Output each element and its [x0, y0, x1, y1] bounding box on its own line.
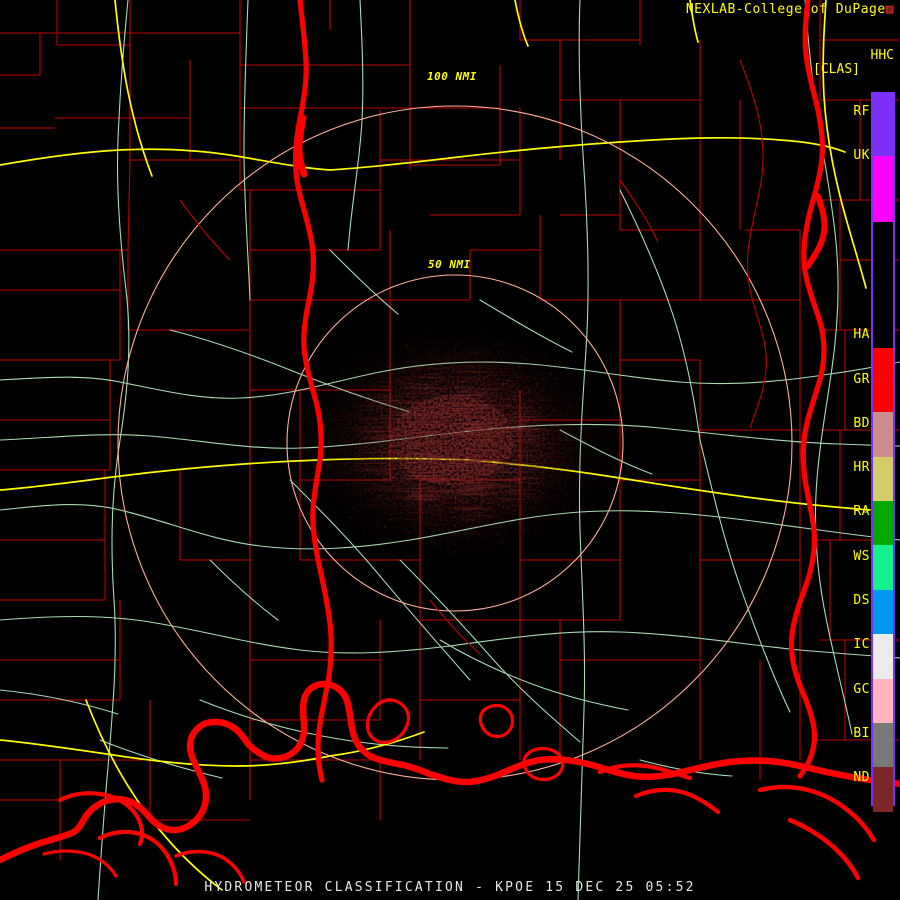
legend-swatch-bi	[873, 767, 893, 812]
legend-swatch-ra	[873, 545, 893, 590]
product-abbrev-label: HHC	[870, 48, 894, 63]
legend-swatch-rf	[873, 94, 893, 156]
legend-label-gc: GC	[853, 682, 870, 697]
radar-echo-layer	[270, 308, 640, 578]
range-ring-50	[286, 274, 624, 612]
legend-label-bi: BI	[853, 726, 870, 741]
legend-label-ha: HA	[853, 327, 870, 342]
legend-label-gr: GR	[853, 372, 870, 387]
legend-label-ra: RA	[853, 504, 870, 519]
hydrometeor-color-legend[interactable]	[871, 92, 895, 812]
legend-label-hr: HR	[853, 460, 870, 475]
legend-label-uk: UK	[853, 148, 870, 163]
legend-swatch-gr	[873, 412, 893, 457]
legend-label-ds: DS	[853, 593, 870, 608]
legend-label-ws: WS	[853, 549, 870, 564]
legend-swatch-ds	[873, 634, 893, 679]
provider-credit-text: NEXLAB-College of DuPage	[685, 2, 886, 17]
range-ring-label-50: 50 NMI	[428, 258, 471, 271]
legend-label-column: RF UK HA GR BD HR RA WS DS IC GC BI ND	[840, 0, 870, 900]
legend-swatch-ws	[873, 590, 893, 634]
range-ring-label-100: 100 NMI	[427, 70, 477, 83]
tributaries	[179, 59, 767, 655]
legend-label-ic: IC	[853, 637, 870, 652]
legend-label-rf: RF	[853, 104, 870, 119]
legend-swatch-ic	[873, 679, 893, 723]
legend-label-nd: ND	[853, 770, 870, 785]
legend-swatch-uk	[873, 156, 893, 222]
provider-credit: NEXLAB-College of DuPage▨	[686, 2, 894, 17]
legend-swatch-na	[873, 222, 893, 348]
legend-swatch-ha	[873, 348, 893, 412]
product-footer: HYDROMETEOR CLASSIFICATION - KPOE 15 DEC…	[204, 880, 696, 895]
provider-logo-icon: ▨	[885, 2, 894, 17]
legend-swatch-gc	[873, 723, 893, 767]
legend-swatch-hr	[873, 501, 893, 545]
legend-swatch-bd	[873, 457, 893, 501]
legend-label-bd: BD	[853, 416, 870, 431]
classification-tag: [CLAS]	[813, 62, 860, 77]
